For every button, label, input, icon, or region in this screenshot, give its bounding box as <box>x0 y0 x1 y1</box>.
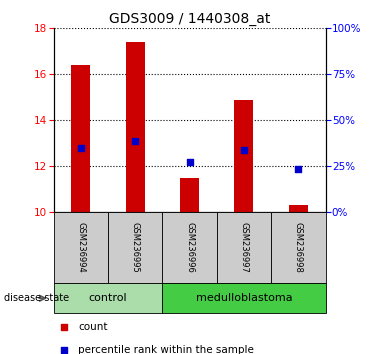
Bar <box>162 212 217 283</box>
Bar <box>162 283 326 313</box>
Bar <box>180 178 199 212</box>
Text: GSM236998: GSM236998 <box>294 222 303 273</box>
Text: percentile rank within the sample: percentile rank within the sample <box>78 346 254 354</box>
Point <box>132 138 138 144</box>
Bar <box>108 212 162 283</box>
Bar <box>217 212 271 283</box>
Bar <box>271 212 326 283</box>
Text: GSM236996: GSM236996 <box>185 222 194 273</box>
Bar <box>289 205 308 212</box>
Bar <box>234 100 254 212</box>
Text: disease state: disease state <box>4 293 69 303</box>
Point <box>61 348 67 353</box>
Text: control: control <box>89 293 127 303</box>
Point <box>187 159 193 165</box>
Text: GSM236997: GSM236997 <box>239 222 249 273</box>
Point <box>295 166 301 171</box>
Text: medulloblastoma: medulloblastoma <box>196 293 292 303</box>
Text: GSM236995: GSM236995 <box>131 222 140 273</box>
Bar <box>126 42 145 212</box>
Text: count: count <box>78 322 108 332</box>
Bar <box>54 212 108 283</box>
Title: GDS3009 / 1440308_at: GDS3009 / 1440308_at <box>109 12 270 26</box>
Point <box>78 145 84 151</box>
Text: GSM236994: GSM236994 <box>76 222 85 273</box>
Point <box>61 324 67 330</box>
Bar <box>54 283 162 313</box>
Point <box>241 148 247 153</box>
Bar <box>71 65 90 212</box>
